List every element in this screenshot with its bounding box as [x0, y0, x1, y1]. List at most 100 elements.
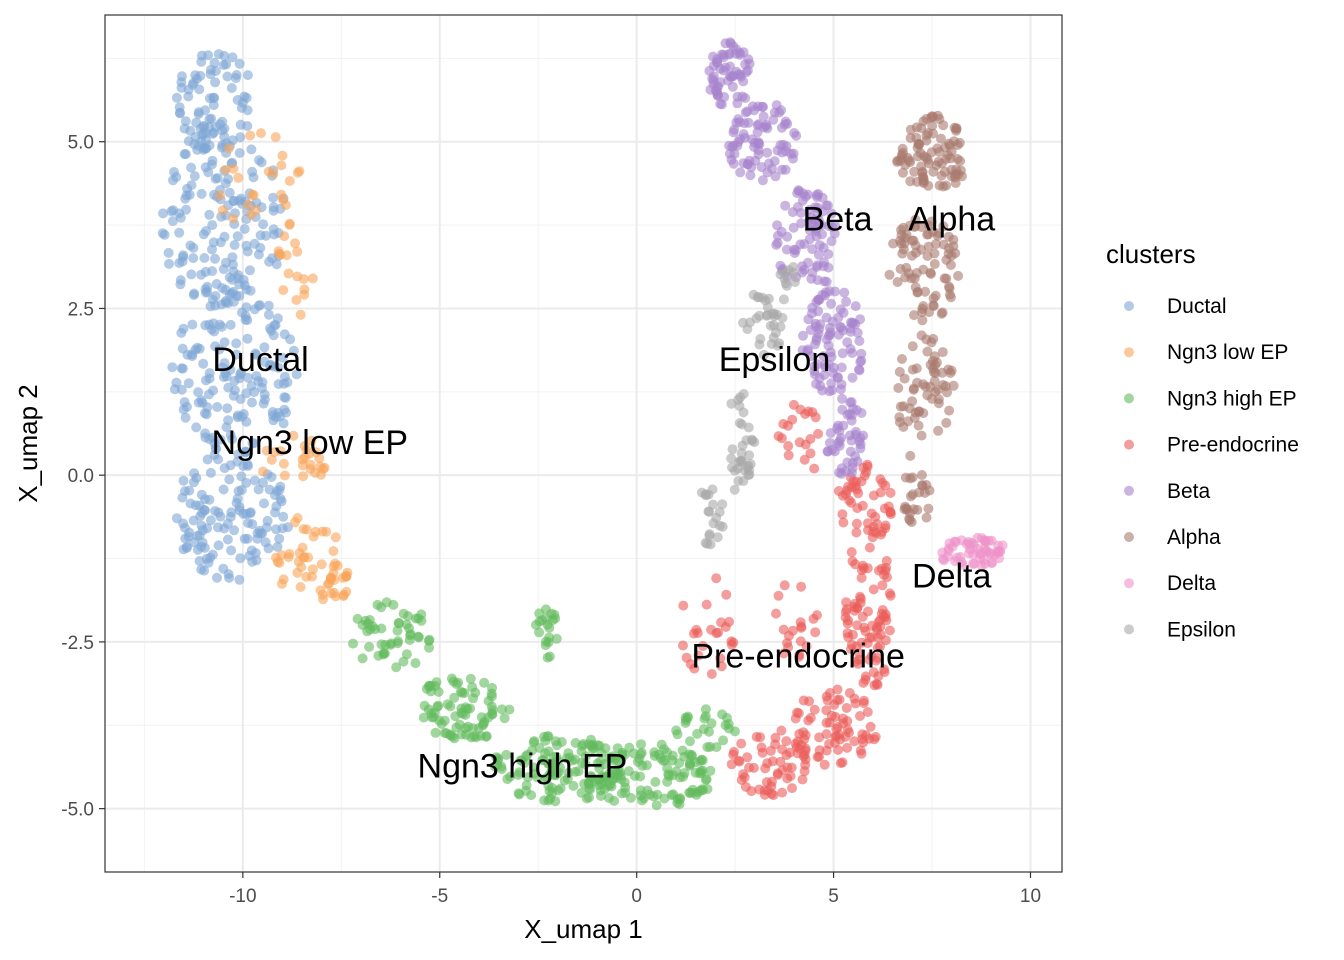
data-point: [714, 520, 725, 531]
data-point: [681, 715, 692, 726]
data-point: [907, 489, 918, 500]
data-point: [204, 209, 215, 220]
data-point: [196, 56, 207, 67]
data-point: [223, 382, 234, 393]
data-point: [247, 556, 258, 567]
data-point: [895, 264, 906, 274]
data-point: [905, 176, 916, 187]
data-point: [914, 406, 925, 417]
data-point: [736, 738, 747, 749]
data-point: [277, 150, 288, 161]
data-point: [805, 712, 816, 723]
data-point: [860, 671, 871, 682]
data-point: [212, 402, 223, 412]
data-point: [819, 276, 830, 287]
data-point: [948, 380, 959, 391]
data-point: [744, 762, 754, 773]
data-point: [210, 253, 220, 264]
data-point: [742, 159, 753, 170]
data-point: [265, 359, 276, 370]
data-point: [295, 309, 306, 320]
data-point: [898, 167, 908, 178]
data-point: [735, 49, 745, 60]
data-point: [641, 760, 652, 771]
data-point: [212, 572, 222, 583]
data-point: [258, 466, 268, 477]
data-point: [836, 379, 847, 390]
data-point: [838, 517, 849, 528]
data-point: [912, 377, 923, 388]
data-point: [227, 252, 238, 263]
data-point: [201, 409, 212, 420]
data-point: [242, 105, 253, 116]
cluster-label: Ductal: [212, 341, 308, 379]
data-point: [927, 120, 938, 131]
data-point: [938, 221, 949, 232]
data-point: [836, 468, 847, 479]
data-point: [285, 334, 296, 345]
data-point: [735, 167, 746, 178]
data-point: [206, 159, 217, 170]
data-point: [534, 627, 545, 638]
data-point: [352, 613, 363, 624]
data-point: [794, 186, 805, 197]
cluster-label: Pre-endocrine: [691, 638, 905, 676]
data-point: [837, 393, 848, 404]
data-point: [847, 372, 858, 383]
data-point: [868, 667, 879, 678]
data-point: [716, 661, 727, 672]
data-point: [728, 749, 739, 760]
data-point: [254, 300, 265, 311]
data-point: [854, 365, 865, 376]
data-point: [213, 49, 224, 60]
data-point: [920, 286, 931, 297]
data-point: [875, 474, 886, 485]
data-point: [174, 102, 185, 113]
data-point: [636, 739, 647, 750]
data-point: [540, 640, 551, 651]
data-point: [911, 363, 922, 374]
data-point: [228, 163, 239, 174]
data-point: [834, 729, 845, 740]
data-point: [922, 390, 933, 401]
data-point: [204, 114, 215, 125]
data-point: [799, 734, 810, 745]
data-point: [223, 415, 234, 426]
data-point: [840, 489, 851, 500]
data-point: [862, 459, 873, 470]
data-point: [759, 789, 770, 800]
data-point: [783, 441, 794, 451]
data-point: [561, 753, 572, 764]
cluster-annotations: Ductal Ngn3 low EP Ngn3 high EP Pre-endocri…: [212, 201, 996, 786]
data-point: [612, 772, 622, 783]
data-point: [857, 500, 868, 511]
data-point: [228, 213, 239, 224]
data-point: [450, 711, 461, 722]
data-point: [332, 560, 343, 571]
data-point: [194, 530, 205, 541]
data-point: [568, 780, 579, 791]
data-point: [254, 155, 264, 166]
data-point: [186, 180, 197, 191]
data-point: [916, 430, 927, 441]
data-point: [866, 508, 877, 519]
data-point: [596, 790, 606, 801]
data-point: [847, 629, 858, 640]
data-point: [879, 664, 890, 675]
data-point: [238, 409, 249, 419]
data-point: [405, 630, 416, 641]
data-point: [430, 727, 441, 738]
data-point: [281, 250, 292, 261]
data-point: [819, 759, 830, 770]
data-point: [780, 116, 791, 127]
data-point: [813, 249, 824, 260]
data-point: [298, 524, 309, 535]
data-point: [909, 273, 920, 284]
data-point: [933, 394, 944, 405]
data-point: [787, 414, 798, 425]
data-point: [921, 480, 932, 490]
data-point: [933, 425, 944, 436]
data-point: [702, 742, 713, 753]
data-point: [235, 132, 246, 143]
data-point: [255, 230, 266, 241]
